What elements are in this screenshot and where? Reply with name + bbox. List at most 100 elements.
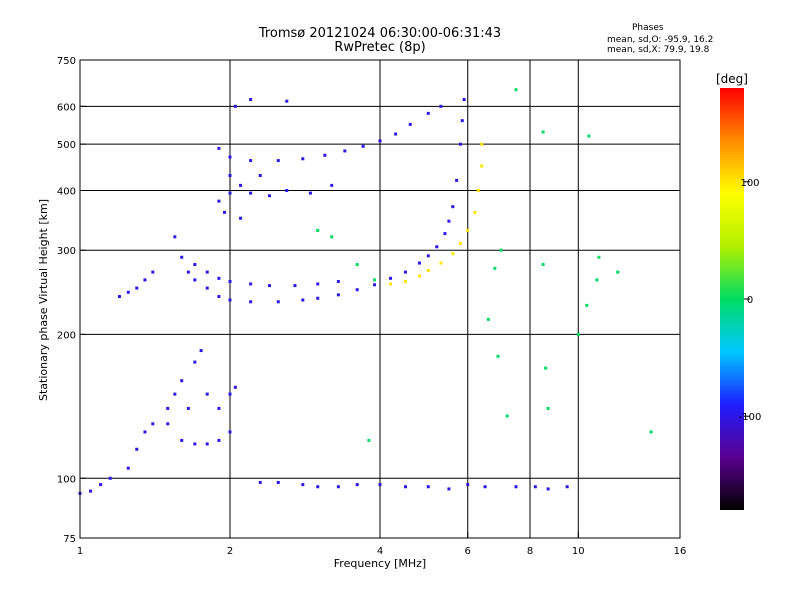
data-point	[199, 349, 203, 353]
data-point	[233, 385, 237, 389]
colorbar-ticks: 100 0 -100	[739, 178, 762, 423]
data-point	[99, 483, 103, 487]
data-point	[373, 278, 377, 282]
data-point	[228, 392, 232, 396]
data-point	[276, 480, 280, 484]
data-point	[193, 360, 197, 364]
data-point	[394, 132, 398, 136]
data-point	[336, 485, 340, 489]
colorbar-tick-label: 0	[747, 295, 753, 306]
data-point	[228, 430, 232, 434]
x-tick-label: 10	[572, 546, 585, 557]
y-tick-label: 600	[57, 102, 76, 113]
data-point	[451, 252, 455, 256]
data-point	[217, 406, 221, 410]
data-point	[108, 476, 112, 480]
data-point	[180, 255, 184, 259]
data-point	[426, 485, 430, 489]
data-point	[301, 157, 305, 161]
data-point	[249, 191, 253, 195]
data-point	[343, 149, 347, 153]
data-point	[514, 485, 518, 489]
y-tick-label: 300	[57, 246, 76, 257]
data-point	[587, 134, 591, 138]
data-point	[330, 235, 334, 239]
data-point	[193, 442, 197, 446]
data-point	[233, 104, 237, 108]
data-point	[496, 354, 500, 358]
data-point	[616, 270, 620, 274]
data-point	[205, 442, 209, 446]
y-tick-label: 200	[57, 330, 76, 341]
data-points	[78, 88, 653, 495]
data-point	[336, 280, 340, 284]
data-point	[439, 104, 443, 108]
data-point	[135, 286, 139, 290]
data-point	[460, 119, 464, 123]
data-point	[205, 392, 209, 396]
data-point	[151, 270, 155, 274]
colorbar-label: [deg]	[716, 72, 748, 86]
data-point	[336, 293, 340, 297]
data-point	[193, 263, 197, 267]
data-point	[355, 263, 359, 267]
data-point	[458, 142, 462, 146]
data-point	[285, 188, 289, 192]
data-point	[228, 191, 232, 195]
data-point	[249, 98, 253, 102]
data-point	[217, 438, 221, 442]
data-point	[408, 122, 412, 126]
data-point	[316, 485, 320, 489]
colorbar-tick-label: -100	[739, 412, 762, 423]
phase-stats-x: mean, sd,X: 79.9, 19.8	[607, 45, 710, 55]
data-point	[546, 487, 550, 491]
data-point	[389, 282, 393, 286]
chart-subtitle: RwPretec (8p)	[334, 40, 426, 55]
data-point	[276, 159, 280, 163]
data-point	[126, 290, 130, 294]
data-point	[480, 142, 484, 146]
data-point	[117, 295, 121, 299]
data-point	[476, 188, 480, 192]
data-point	[597, 255, 601, 259]
y-axis-label: Stationary phase Virtual Height [km]	[37, 199, 50, 401]
data-point	[186, 270, 190, 274]
phase-stats-title: Phases	[632, 23, 664, 33]
data-point	[480, 164, 484, 168]
data-point	[249, 282, 253, 286]
data-point	[143, 430, 147, 434]
data-point	[576, 332, 580, 336]
data-point	[180, 438, 184, 442]
data-point	[565, 485, 569, 489]
phase-stats-o: mean, sd,O: -95.9, 16.2	[607, 35, 714, 45]
data-point	[466, 228, 470, 232]
data-point	[541, 263, 545, 267]
data-point	[389, 276, 393, 280]
x-tick-label: 8	[527, 546, 533, 557]
data-point	[447, 219, 451, 223]
data-point	[417, 261, 421, 265]
data-point	[486, 317, 490, 321]
y-axis-ticks: 75 100 200 300 400 500 600 750	[57, 56, 86, 545]
data-point	[373, 283, 377, 287]
data-point	[217, 295, 221, 299]
data-point	[443, 232, 447, 236]
data-point	[151, 422, 155, 426]
data-point	[293, 284, 297, 288]
data-point	[447, 487, 451, 491]
data-point	[89, 489, 93, 493]
x-axis-label: Frequency [MHz]	[334, 557, 426, 570]
data-point	[330, 183, 334, 187]
data-point	[451, 205, 455, 209]
data-point	[403, 485, 407, 489]
data-point	[355, 288, 359, 292]
data-point	[546, 406, 550, 410]
data-point	[166, 406, 170, 410]
data-point	[367, 438, 371, 442]
data-point	[239, 216, 243, 220]
data-point	[301, 483, 305, 487]
data-point	[228, 280, 232, 284]
data-point	[473, 210, 477, 214]
data-point	[135, 447, 139, 451]
